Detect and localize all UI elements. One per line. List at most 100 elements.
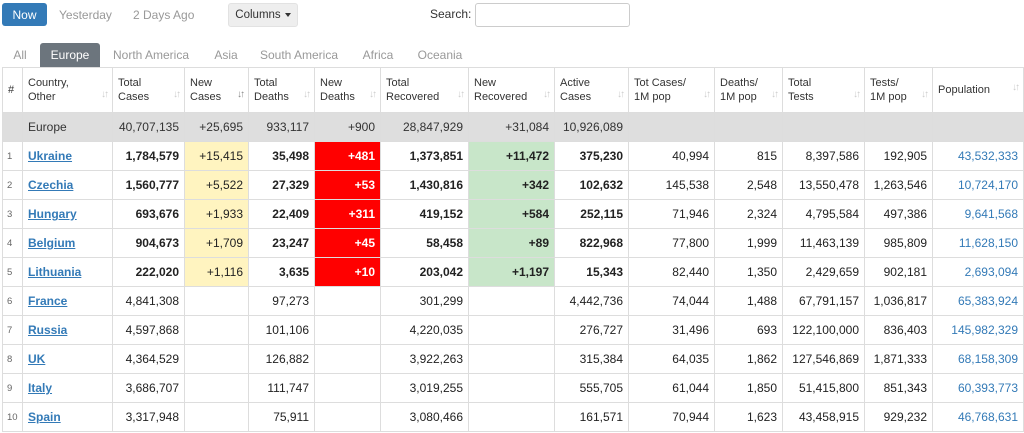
tab-south-america[interactable]: South America xyxy=(259,48,339,62)
tab-all[interactable]: All xyxy=(13,48,27,62)
total-active-cases: 10,926,089 xyxy=(554,112,629,142)
cell-deaths-per-1m: 693 xyxy=(714,315,783,345)
tab-europe[interactable]: Europe xyxy=(40,43,100,67)
country-link[interactable]: France xyxy=(28,294,68,308)
cell-tests-per-1m: 1,871,333 xyxy=(864,344,933,374)
table-row: 5 Lithuania 222,020 +1,116 3,635 +10 203,042 +1… xyxy=(2,257,1024,287)
col-header-total-tests[interactable]: Total Tests ↓↑ xyxy=(782,67,865,113)
col-header-population[interactable]: Population ↓↑ xyxy=(932,67,1024,113)
col-header-tests-per-1m[interactable]: Tests/1M pop ↓↑ xyxy=(864,67,933,113)
cell-total-tests: 13,550,478 xyxy=(782,170,865,200)
cell-rank: 3 xyxy=(2,199,23,229)
caret-down-icon xyxy=(284,13,291,17)
sort-icon: ↓↑ xyxy=(617,89,625,100)
tab-africa[interactable]: Africa xyxy=(362,48,394,62)
cell-active-cases: 102,632 xyxy=(554,170,629,200)
cell-total-recovered: 301,299 xyxy=(380,286,469,316)
country-link[interactable]: Belgium xyxy=(28,236,76,250)
col-header-new-cases[interactable]: New Cases ↓↑ xyxy=(184,67,249,113)
tab-asia[interactable]: Asia xyxy=(214,48,238,62)
col-header-cases-per-1m[interactable]: Tot Cases/1M pop ↓↑ xyxy=(628,67,715,113)
cell-total-cases: 3,686,707 xyxy=(112,373,185,403)
col-header-new-recovered[interactable]: New Recovered ↓↑ xyxy=(468,67,555,113)
tab-north-america[interactable]: North America xyxy=(112,48,190,62)
col-header-rank[interactable]: # xyxy=(2,67,23,113)
cell-cases-per-1m: 71,946 xyxy=(628,199,715,229)
cell-total-deaths: 111,747 xyxy=(248,373,315,403)
cell-total-recovered: 203,042 xyxy=(380,257,469,287)
cell-population: 46,768,631 xyxy=(932,402,1024,432)
sort-icon: ↓↑ xyxy=(101,89,109,100)
total-rank xyxy=(2,112,23,142)
cell-new-cases: +1,933 xyxy=(184,199,249,229)
cell-new-recovered: +11,472 xyxy=(468,141,555,171)
cell-total-deaths: 22,409 xyxy=(248,199,315,229)
cell-new-recovered: +342 xyxy=(468,170,555,200)
cell-total-deaths: 27,329 xyxy=(248,170,315,200)
now-button[interactable]: Now xyxy=(2,3,47,26)
table-row: 3 Hungary 693,676 +1,933 22,409 +311 419,152 +5… xyxy=(2,199,1024,229)
cell-country: Spain xyxy=(22,402,113,432)
country-link[interactable]: UK xyxy=(28,352,46,366)
cell-deaths-per-1m: 1,862 xyxy=(714,344,783,374)
search-input[interactable] xyxy=(475,3,630,27)
columns-label: Columns xyxy=(235,9,281,21)
country-link[interactable]: Spain xyxy=(28,410,61,424)
cell-total-deaths: 35,498 xyxy=(248,141,315,171)
cell-tests-per-1m: 192,905 xyxy=(864,141,933,171)
cell-total-cases: 4,364,529 xyxy=(112,344,185,374)
table-row: 4 Belgium 904,673 +1,709 23,247 +45 58,458 +89 8… xyxy=(2,228,1024,258)
col-header-total-recovered[interactable]: Total Recovered ↓↑ xyxy=(380,67,469,113)
col-header-total-cases[interactable]: Total Cases ↓↑ xyxy=(112,67,185,113)
cell-total-deaths: 101,106 xyxy=(248,315,315,345)
cell-country: Italy xyxy=(22,373,113,403)
cell-tests-per-1m: 497,386 xyxy=(864,199,933,229)
cell-new-deaths xyxy=(314,286,381,316)
columns-button[interactable]: Columns xyxy=(228,3,298,27)
total-new-cases: +25,695 xyxy=(184,112,249,142)
cell-deaths-per-1m: 1,850 xyxy=(714,373,783,403)
cell-new-recovered xyxy=(468,315,555,345)
cell-active-cases: 252,115 xyxy=(554,199,629,229)
country-link[interactable]: Russia xyxy=(28,323,68,337)
cell-total-deaths: 97,273 xyxy=(248,286,315,316)
col-header-country[interactable]: Country, Other ↓↑ xyxy=(22,67,113,113)
cell-total-tests: 51,415,800 xyxy=(782,373,865,403)
cell-total-tests: 122,100,000 xyxy=(782,315,865,345)
cell-cases-per-1m: 145,538 xyxy=(628,170,715,200)
cell-total-deaths: 23,247 xyxy=(248,228,315,258)
col-header-total-deaths[interactable]: Total Deaths ↓↑ xyxy=(248,67,315,113)
cell-total-cases: 4,841,308 xyxy=(112,286,185,316)
cell-rank: 4 xyxy=(2,228,23,258)
cell-new-deaths xyxy=(314,344,381,374)
two-days-ago-button[interactable]: 2 Days Ago xyxy=(133,7,195,22)
cell-rank: 10 xyxy=(2,402,23,432)
total-tests-per-1m xyxy=(864,112,933,142)
sort-icon: ↓↑ xyxy=(1012,82,1020,93)
cell-country: Czechia xyxy=(22,170,113,200)
toolbar: Now Yesterday 2 Days Ago Columns Search: xyxy=(0,0,1024,34)
col-header-deaths-per-1m[interactable]: Deaths/1M pop ↓↑ xyxy=(714,67,783,113)
cell-active-cases: 822,968 xyxy=(554,228,629,258)
cell-total-recovered: 1,373,851 xyxy=(380,141,469,171)
cell-new-recovered xyxy=(468,373,555,403)
cell-new-cases: +5,522 xyxy=(184,170,249,200)
cell-active-cases: 4,442,736 xyxy=(554,286,629,316)
table-row: 9 Italy 3,686,707 111,747 3,019,255 555,705 61… xyxy=(2,373,1024,403)
country-link[interactable]: Lithuania xyxy=(28,265,82,279)
col-header-active-cases[interactable]: Active Cases ↓↑ xyxy=(554,67,629,113)
cell-cases-per-1m: 77,800 xyxy=(628,228,715,258)
country-link[interactable]: Czechia xyxy=(28,178,74,192)
col-header-new-deaths[interactable]: New Deaths ↓↑ xyxy=(314,67,381,113)
tab-oceania[interactable]: Oceania xyxy=(417,48,463,62)
yesterday-button[interactable]: Yesterday xyxy=(59,7,112,22)
table-row: 6 France 4,841,308 97,273 301,299 4,442,736 74… xyxy=(2,286,1024,316)
country-link[interactable]: Italy xyxy=(28,381,53,395)
cell-cases-per-1m: 70,944 xyxy=(628,402,715,432)
cell-total-deaths: 3,635 xyxy=(248,257,315,287)
total-total-cases: 40,707,135 xyxy=(112,112,185,142)
cell-total-tests: 43,458,915 xyxy=(782,402,865,432)
country-link[interactable]: Hungary xyxy=(28,207,77,221)
country-link[interactable]: Ukraine xyxy=(28,149,73,163)
cell-new-deaths: +53 xyxy=(314,170,381,200)
